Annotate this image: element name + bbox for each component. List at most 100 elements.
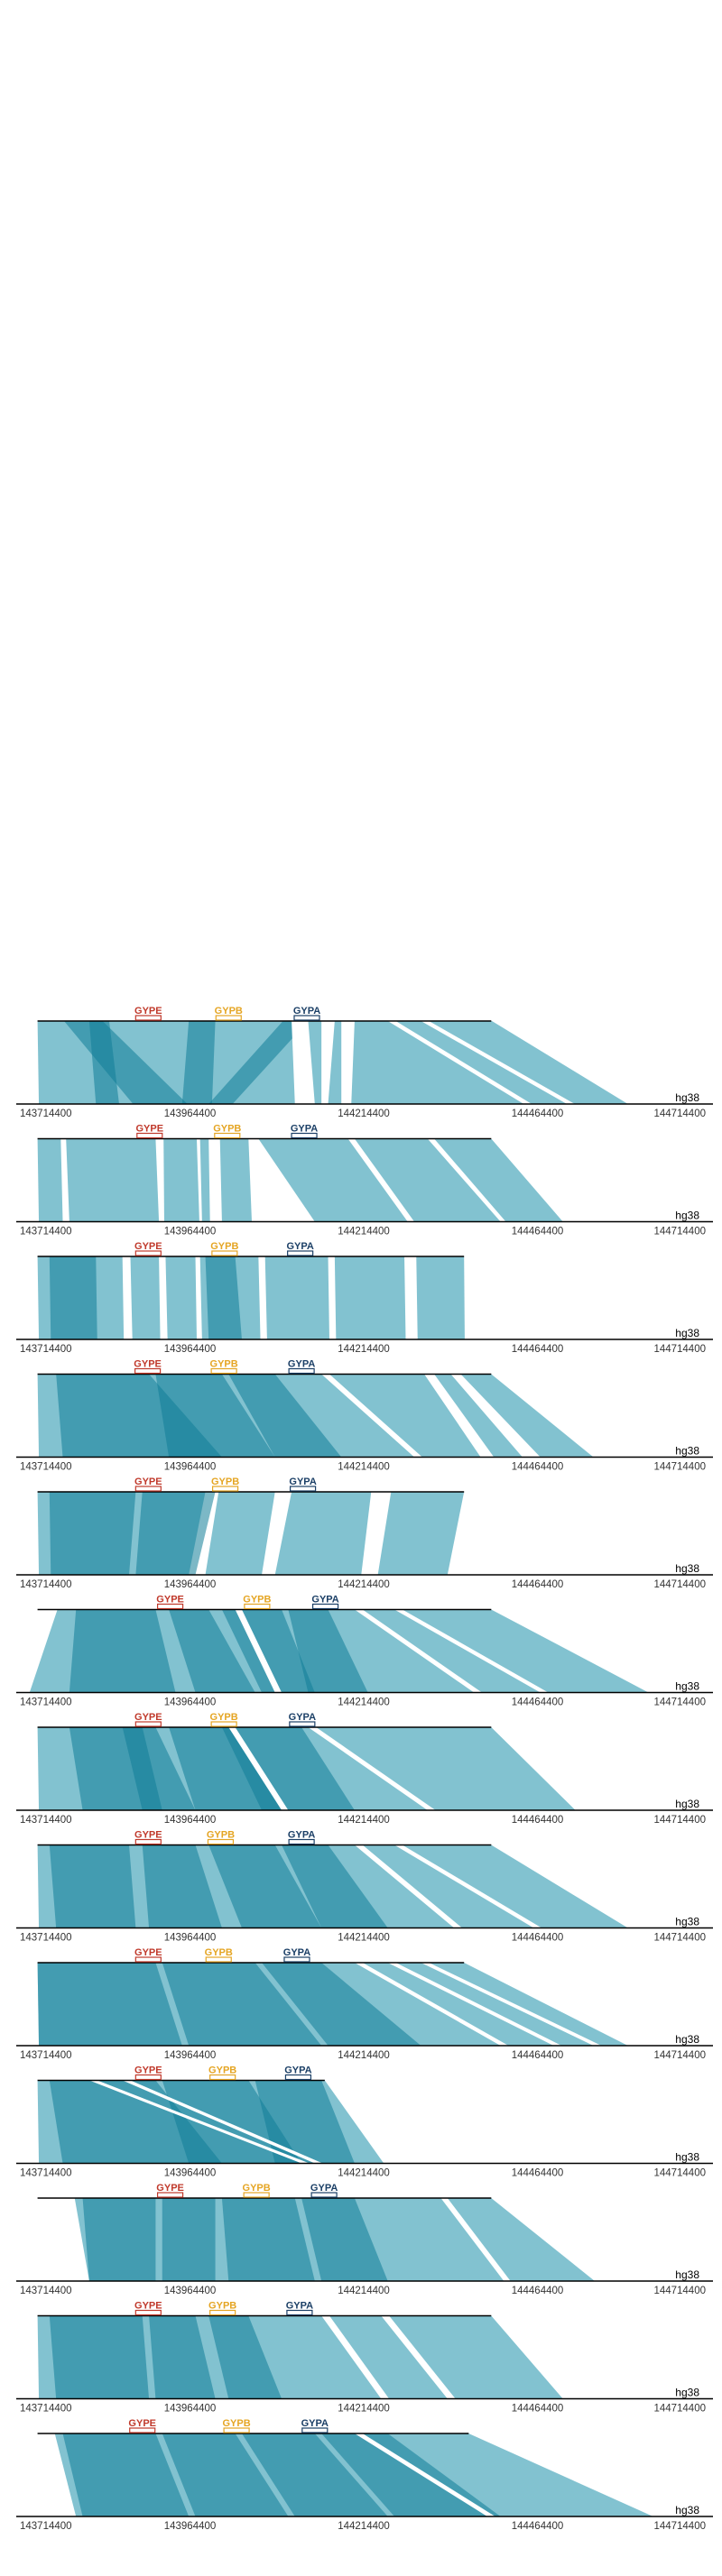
gene-marker-gypa: [289, 1486, 317, 1492]
gene-marker-gype: [134, 1367, 162, 1375]
x-tick-label: 144464400: [512, 1227, 564, 1237]
gene-label-gypb: GYPB: [215, 1006, 243, 1017]
alignment-ribbon: [88, 2080, 310, 2164]
x-tick-label: 144214400: [338, 1815, 390, 1826]
alignment-ribbon: [208, 1021, 309, 1104]
alignment-ribbon: [387, 1021, 532, 1104]
alignment-ribbon: [354, 2433, 495, 2516]
reference-label: hg38: [675, 1091, 699, 1104]
alignment-ribbon: [434, 1138, 563, 1222]
alignment-ribbon: [49, 1845, 136, 1928]
alignment-ribbon: [181, 1021, 216, 1104]
gene-marker-gype: [134, 2309, 162, 2316]
gene-label-gypa: GYPA: [301, 2418, 329, 2429]
gene-label-gype: GYPE: [134, 1006, 162, 1017]
gene-label-gypb: GYPB: [208, 2065, 236, 2076]
gene-label-gypb: GYPB: [243, 2183, 271, 2194]
gene-label-gypb: GYPB: [210, 1359, 238, 1370]
reference-label: hg38: [675, 2151, 699, 2164]
x-tick-label: 144464400: [512, 1109, 564, 1119]
x-tick-label: 144714400: [653, 2286, 706, 2296]
gene-label-gypa: GYPA: [288, 1359, 315, 1370]
x-tick-label: 143964400: [164, 2404, 217, 2415]
gene-marker-gypb: [211, 1486, 239, 1492]
alignment-ribbon: [205, 1256, 242, 1339]
gene-marker-gypb: [244, 1603, 271, 1610]
x-tick-label: 143714400: [20, 2050, 72, 2061]
x-tick-label: 144464400: [512, 1933, 564, 1944]
alignment-ribbon: [88, 1021, 119, 1104]
x-tick-label: 144714400: [653, 2050, 706, 2061]
alignment-ribbon: [162, 2198, 216, 2281]
alignment-ribbon: [321, 2315, 390, 2399]
alignment-ribbon: [434, 1374, 523, 1458]
x-tick-label: 143964400: [164, 1579, 217, 1590]
synteny-panel-7: hg38 143714400 143964400 144214400 144464400…: [16, 1712, 713, 1826]
alignment-ribbon: [354, 1845, 462, 1928]
gene-marker-gypb: [211, 1250, 238, 1256]
reference-label: hg38: [675, 1680, 699, 1693]
reference-label: hg38: [675, 1562, 699, 1575]
alignment-ribbon: [394, 1609, 549, 1693]
alignment-ribbon: [354, 1963, 509, 2046]
alignment-ribbon: [381, 2315, 456, 2399]
x-tick-label: 144714400: [653, 1344, 706, 1355]
x-tick-label: 143714400: [20, 1344, 72, 1355]
x-tick-label: 144214400: [338, 1697, 390, 1708]
alignment-ribbon: [334, 1256, 406, 1339]
alignment-ribbon: [460, 1374, 594, 1458]
x-tick-label: 143964400: [164, 1109, 217, 1119]
gene-label-gype: GYPE: [134, 1359, 162, 1370]
alignment-ribbon: [221, 1609, 315, 1693]
alignment-ribbon: [377, 1492, 465, 1575]
gene-label-gype: GYPE: [134, 2065, 162, 2076]
gene-marker-gypb: [209, 2074, 236, 2081]
x-tick-label: 144714400: [653, 2404, 706, 2415]
gene-marker-gypa: [310, 2192, 338, 2198]
x-tick-label: 143714400: [20, 1697, 72, 1708]
gene-label-gype: GYPE: [128, 2418, 156, 2429]
x-tick-label: 143964400: [164, 2286, 217, 2296]
synteny-panel-2: hg38 143714400 143964400 144214400 144464400…: [16, 1124, 713, 1237]
alignment-ribbon: [264, 1256, 329, 1339]
gene-marker-gypb: [209, 2309, 236, 2316]
synteny-panel-9: hg38 143714400 143964400 144214400 144464400…: [16, 1947, 713, 2061]
alignment-ribbon: [262, 1963, 421, 2046]
alignment-ribbon: [387, 1963, 562, 2046]
gene-marker-gypb: [207, 1838, 235, 1845]
gene-label-gypb: GYPB: [222, 2418, 250, 2429]
x-tick-label: 143714400: [20, 2168, 72, 2179]
x-tick-label: 144714400: [653, 1227, 706, 1237]
gene-label-gypb: GYPB: [210, 1241, 238, 1252]
gene-marker-gype: [134, 1956, 162, 1963]
alignment-ribbon: [241, 2433, 388, 2516]
gene-marker-gypa: [288, 1367, 315, 1375]
alignment-ribbon: [416, 1256, 465, 1339]
gene-label-gypa: GYPA: [310, 2183, 338, 2194]
gene-marker-gypa: [289, 1721, 316, 1727]
gene-label-gypa: GYPA: [289, 1477, 316, 1487]
alignment-ribbon: [440, 2198, 511, 2281]
reference-label: hg38: [675, 1798, 699, 1810]
alignment-ribbon: [248, 1138, 315, 1222]
synteny-panel-10: hg38 143714400 143964400 144214400 144464400…: [16, 2065, 713, 2179]
synteny-panel-5: hg38 143714400 143964400 144214400 144464400…: [16, 1477, 713, 1590]
gene-marker-gypb: [215, 1015, 242, 1021]
x-tick-label: 143714400: [20, 2404, 72, 2415]
alignment-ribbon: [62, 2433, 190, 2516]
gene-label-gype: GYPE: [134, 1947, 162, 1958]
gene-marker-gype: [134, 1838, 162, 1845]
gene-label-gypb: GYPB: [243, 1595, 271, 1605]
x-tick-label: 144464400: [512, 2050, 564, 2061]
gene-marker-gype: [134, 2074, 162, 2081]
gene-marker-gype: [156, 1603, 184, 1610]
reference-label: hg38: [675, 2033, 699, 2046]
gene-label-gype: GYPE: [156, 1595, 184, 1605]
synteny-panel-4: hg38 143714400 143964400 144214400 144464400…: [16, 1359, 713, 1473]
gene-label-gypa: GYPA: [289, 1712, 316, 1723]
gene-marker-gype: [156, 2192, 184, 2198]
x-tick-label: 143714400: [20, 1815, 72, 1826]
alignment-ribbon: [135, 1492, 216, 1575]
x-tick-label: 143964400: [164, 1344, 217, 1355]
x-tick-label: 144464400: [512, 2404, 564, 2415]
